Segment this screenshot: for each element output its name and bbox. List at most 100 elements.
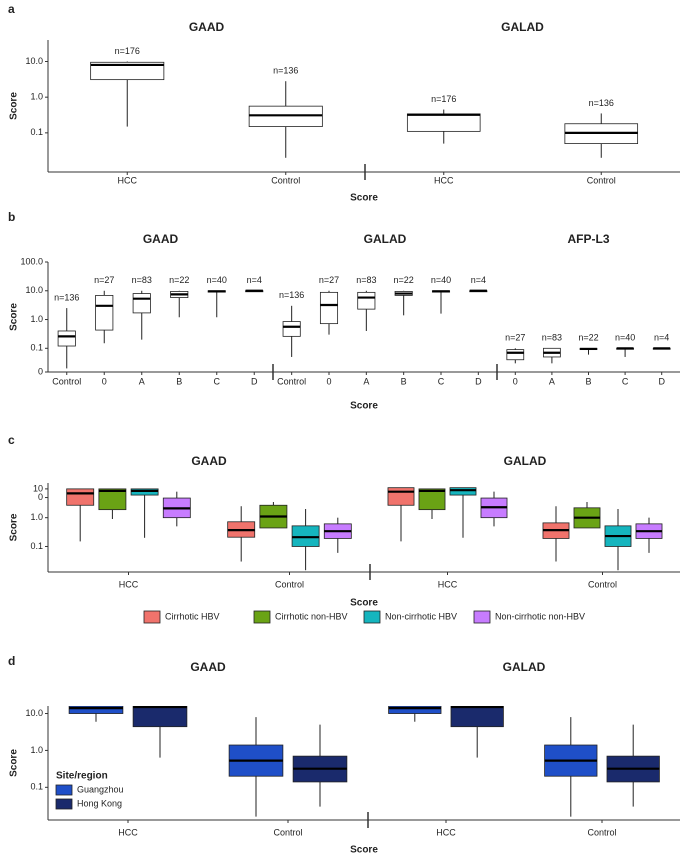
box-body [319, 291, 339, 325]
box [57, 308, 76, 369]
n-label: n=22 [578, 333, 598, 343]
x-tick-label: C [438, 376, 445, 386]
x-tick-label: 0 [513, 376, 518, 386]
box [450, 706, 504, 758]
box [387, 487, 415, 542]
box [606, 724, 660, 807]
box [469, 289, 488, 293]
box [98, 488, 127, 519]
box-body [132, 293, 151, 314]
x-tick-label: Control [275, 579, 304, 589]
y-tick-label: 0.1 [30, 782, 43, 792]
box [207, 290, 226, 318]
box [259, 502, 288, 529]
x-tick-label: Control [52, 376, 81, 386]
box [406, 109, 481, 144]
x-tick-label: C [622, 376, 629, 386]
y-tick-label: 10.0 [25, 56, 43, 66]
n-label: n=176 [115, 46, 140, 56]
box [245, 289, 264, 293]
box [652, 347, 671, 350]
box-body [68, 706, 124, 714]
legend-label: Guangzhou [77, 784, 124, 794]
x-tick-label: A [363, 376, 369, 386]
n-label: n=22 [394, 275, 414, 285]
legend-swatch [55, 784, 73, 796]
facet-title: GALAD [504, 454, 547, 468]
n-label: n=136 [279, 290, 304, 300]
x-tick-label: Control [271, 175, 300, 185]
box [431, 290, 451, 314]
y-tick-label: 100.0 [20, 256, 43, 266]
facet-title: GALAD [501, 20, 544, 34]
legend-label: Cirrhotic HBV [165, 611, 220, 621]
legend-swatch [253, 610, 271, 624]
box [543, 347, 561, 364]
y-tick-label: 1.0 [30, 512, 43, 522]
x-tick-label: Control [277, 376, 306, 386]
box [90, 61, 165, 127]
legend-title: Site/region [56, 771, 108, 782]
y-axis-label: Score [9, 513, 20, 541]
x-axis-label: Score [350, 598, 378, 609]
box-body [95, 295, 114, 331]
box [66, 488, 95, 542]
x-axis-label: Score [350, 193, 378, 204]
box-body [282, 321, 301, 337]
box [323, 517, 352, 553]
x-tick-label: D [251, 376, 258, 386]
box [132, 706, 188, 758]
x-tick-label: 0 [326, 376, 331, 386]
n-label: n=40 [207, 275, 227, 285]
box-body [357, 291, 376, 310]
box-body [449, 487, 477, 496]
box [418, 488, 446, 519]
box [357, 290, 376, 331]
box [68, 706, 124, 722]
n-label: n=136 [273, 66, 298, 76]
y-tick-label: 10.0 [25, 285, 43, 295]
facet-title: GAAD [191, 454, 227, 468]
box [579, 347, 598, 355]
n-label: n=40 [431, 275, 451, 285]
y-tick-label: 1.0 [30, 314, 43, 324]
n-label: n=176 [431, 94, 456, 104]
n-label: n=136 [589, 98, 614, 108]
box [449, 487, 477, 538]
y-axis-label: Score [9, 749, 20, 777]
box [132, 290, 151, 340]
x-tick-label: 0 [102, 376, 107, 386]
facet-title: GALAD [503, 660, 546, 674]
box-body [132, 706, 188, 728]
n-label: n=22 [169, 275, 189, 285]
n-label: n=136 [54, 292, 79, 302]
box [573, 502, 601, 529]
box [291, 509, 320, 571]
box [170, 290, 189, 318]
box [282, 305, 301, 357]
panel-label: b [8, 210, 15, 224]
x-tick-label: B [401, 376, 407, 386]
x-tick-label: Control [587, 827, 616, 837]
n-label: n=83 [132, 275, 152, 285]
box [248, 81, 323, 158]
panel-label: c [8, 433, 15, 447]
n-label: n=4 [471, 275, 486, 285]
y-axis-label: Score [9, 303, 20, 331]
y-tick-label: 0 [38, 366, 43, 376]
y-tick-label: 10.0 [25, 708, 43, 718]
box-body [98, 488, 127, 511]
box-body [57, 330, 76, 347]
n-label: n=83 [542, 333, 562, 343]
box-body [66, 488, 95, 506]
box-body [506, 349, 525, 361]
y-tick-label: 1.0 [30, 92, 43, 102]
y-axis-label: Score [9, 92, 20, 120]
y-tick-label: 0.1 [30, 541, 43, 551]
box [616, 347, 634, 357]
x-tick-label: HCC [119, 579, 139, 589]
panel-label: d [8, 654, 15, 668]
x-tick-label: A [139, 376, 145, 386]
box [564, 113, 639, 158]
